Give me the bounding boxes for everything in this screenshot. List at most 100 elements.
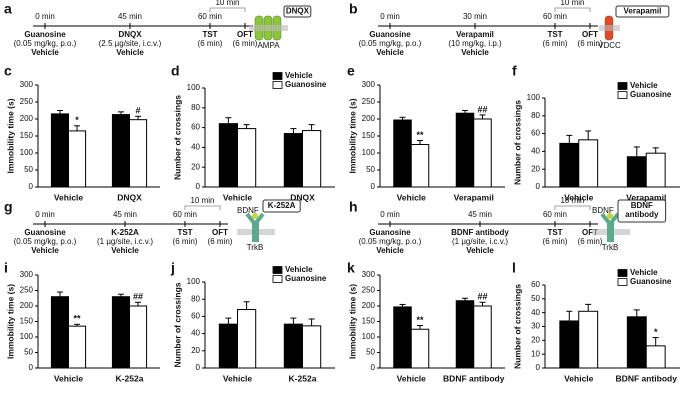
significance-label: * xyxy=(75,115,79,125)
bar xyxy=(111,296,130,369)
y-axis-label: Number of crossings xyxy=(512,100,522,185)
panel-letter: f xyxy=(512,63,517,79)
step-name: TST xyxy=(547,30,562,39)
x-tick-label: DNQX xyxy=(290,192,315,202)
bar xyxy=(455,112,475,188)
receptor-label: TrkB xyxy=(247,243,264,252)
step-time: 45 min xyxy=(118,12,142,21)
bar xyxy=(410,328,430,369)
y-tick-label: 40 xyxy=(191,329,200,338)
y-tick-label: 250 xyxy=(362,286,376,295)
panel-letter: k xyxy=(347,260,355,276)
significance-label: ** xyxy=(416,130,424,140)
y-tick-label: 100 xyxy=(20,332,34,341)
y-tick-label: 200 xyxy=(20,301,34,310)
step-name: DNQX xyxy=(118,30,142,39)
y-tick-label: 50 xyxy=(24,165,33,174)
y-tick-label: 10 xyxy=(531,349,540,358)
step-time: 0 min xyxy=(380,12,400,21)
interval-label: 10 min xyxy=(560,0,584,7)
bar xyxy=(473,118,492,188)
x-tick-label: K-252a xyxy=(116,373,144,383)
bar xyxy=(626,316,647,369)
y-tick-label: 150 xyxy=(362,317,376,326)
step-dose: (0.05 mg/kg, p.o.) xyxy=(359,39,422,48)
bar xyxy=(218,123,239,188)
drug-box xyxy=(615,5,670,18)
panel-letter: e xyxy=(347,63,355,79)
y-tick-label: 0 xyxy=(29,182,34,191)
interval-bracket xyxy=(554,205,591,210)
step-dose: (6 min) xyxy=(173,237,198,246)
panel-letter: l xyxy=(512,260,516,276)
y-tick-label: 60 xyxy=(191,123,200,132)
legend-swatch xyxy=(617,278,628,286)
y-tick-label: 40 xyxy=(191,143,200,152)
drug-label: BDNF xyxy=(631,201,653,210)
ligand xyxy=(252,213,258,219)
y-tick-label: 50 xyxy=(366,348,375,357)
y-tick-label: 150 xyxy=(20,317,34,326)
receptor-label: AMPA xyxy=(257,41,280,50)
ligand-label: BDNF xyxy=(237,206,259,215)
legend-swatch xyxy=(272,266,283,274)
step-name: TST xyxy=(202,30,217,39)
y-tick-label: 250 xyxy=(20,286,34,295)
bar xyxy=(393,306,412,369)
drug-box xyxy=(262,199,301,213)
legend-label: Vehicle xyxy=(285,71,313,80)
y-tick-label: 0 xyxy=(371,363,376,372)
drug-label: Verapamil xyxy=(623,7,661,16)
x-tick-label: Vehicle xyxy=(223,373,253,383)
receptor-arms xyxy=(245,212,265,226)
y-tick-label: 100 xyxy=(20,148,34,157)
step-dose: (1 µg/site, i.c.v.) xyxy=(97,237,153,246)
step-time: 0 min xyxy=(35,12,55,21)
legend-swatch xyxy=(272,275,283,283)
step-time: 30 min xyxy=(463,12,487,21)
bar xyxy=(237,128,257,188)
x-tick-label: Vehicle xyxy=(397,373,427,383)
interval-bracket xyxy=(209,7,246,12)
y-tick-label: 150 xyxy=(20,131,34,140)
step-name: OFT xyxy=(237,30,253,39)
interval-label: 10 min xyxy=(190,196,214,205)
y-tick-label: 60 xyxy=(191,312,200,321)
step-name: Guanosine xyxy=(369,30,411,39)
x-tick-label: BDNF antibody xyxy=(443,373,505,383)
receptor-arms xyxy=(600,212,620,226)
drug-label: DNQX xyxy=(286,7,310,16)
y-tick-label: 40 xyxy=(531,147,540,156)
y-tick-label: 50 xyxy=(366,165,375,174)
y-tick-label: 100 xyxy=(362,148,376,157)
y-tick-label: 20 xyxy=(531,164,540,173)
step-name: Guanosine xyxy=(24,228,66,237)
legend-label: Vehicle xyxy=(630,268,658,277)
x-tick-label: Vehicle xyxy=(223,192,253,202)
panel-letter: h xyxy=(349,199,358,215)
bar xyxy=(302,130,322,188)
interval-bracket xyxy=(184,205,221,210)
drug-box xyxy=(617,199,667,223)
step-dose: (6 min) xyxy=(578,237,603,246)
step-name: OFT xyxy=(212,228,228,237)
y-axis-label: Number of crossings xyxy=(172,282,182,367)
bar xyxy=(283,133,303,188)
bar xyxy=(50,296,69,369)
bar xyxy=(645,345,666,369)
legend-label: Guanosine xyxy=(285,274,327,283)
y-tick-label: 20 xyxy=(191,162,200,171)
bar xyxy=(645,152,666,188)
y-tick-label: 30 xyxy=(531,322,540,331)
y-tick-label: 0 xyxy=(371,182,376,191)
step-control: Vehicle xyxy=(376,48,404,57)
step-dose: (6 min) xyxy=(233,39,258,48)
step-name: Guanosine xyxy=(369,228,411,237)
legend-swatch xyxy=(617,91,628,99)
bar xyxy=(68,325,87,369)
significance-label: ## xyxy=(477,104,487,114)
y-tick-label: 0 xyxy=(29,363,34,372)
receptor-label: VDCC xyxy=(598,41,621,50)
y-tick-label: 300 xyxy=(20,80,34,89)
y-tick-label: 80 xyxy=(191,103,200,112)
